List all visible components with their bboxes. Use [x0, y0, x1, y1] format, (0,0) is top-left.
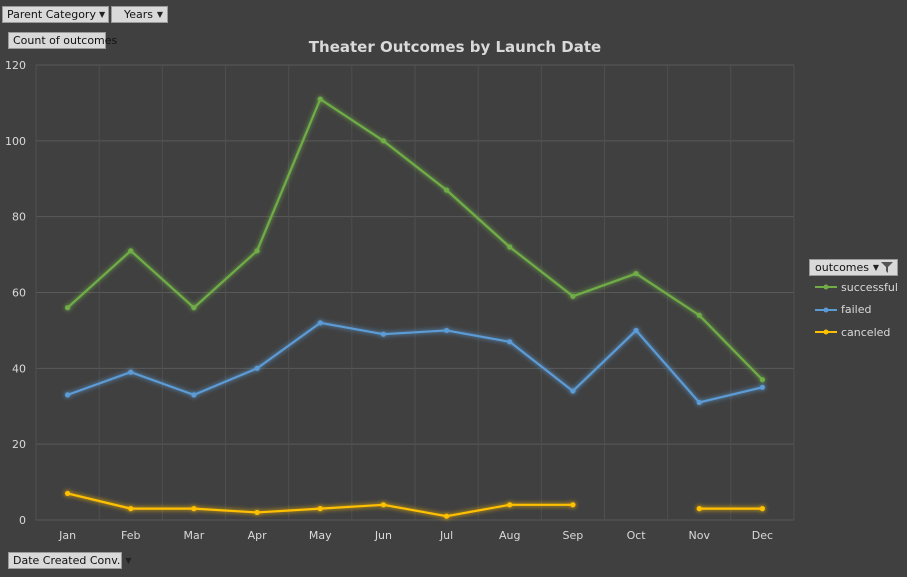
plot-grid: [35, 64, 795, 521]
data-point-canceled[interactable]: [696, 506, 702, 512]
data-point-failed[interactable]: [128, 369, 134, 375]
filter-funnel-icon: [881, 262, 893, 273]
x-tick-label: Mar: [184, 529, 205, 542]
x-tick-label: Feb: [121, 529, 140, 542]
x-tick-label: Jul: [439, 529, 453, 542]
data-point-canceled[interactable]: [507, 502, 513, 508]
date-created-label: Date Created Conv.: [13, 554, 121, 567]
outcomes-legend-filter[interactable]: outcomes ▼: [809, 259, 898, 276]
parent-category-filter[interactable]: Parent Category ▼: [2, 6, 109, 23]
legend-label: successful: [841, 280, 898, 294]
data-point-failed[interactable]: [380, 331, 387, 337]
date-created-field[interactable]: Date Created Conv. ▼: [8, 552, 132, 569]
series-failed: [64, 320, 766, 406]
y-axis-ticks: 0 20 40 60 80 100 120: [5, 59, 26, 527]
series-lines: [64, 96, 766, 519]
data-point-canceled[interactable]: [443, 513, 450, 519]
y-tick-label: 100: [5, 135, 26, 148]
x-tick-label: Nov: [689, 529, 711, 542]
data-point-successful[interactable]: [191, 305, 197, 311]
data-point-failed[interactable]: [759, 384, 766, 390]
series-line-failed: [67, 321, 763, 404]
chevron-down-icon: ▼: [98, 10, 106, 19]
data-point-successful[interactable]: [570, 293, 576, 299]
legend-marker-icon: [815, 307, 837, 312]
data-point-failed[interactable]: [507, 339, 513, 345]
years-label: Years: [124, 8, 154, 21]
years-filter[interactable]: Years ▼: [111, 6, 168, 23]
data-point-failed[interactable]: [191, 392, 197, 398]
parent-category-label: Parent Category: [7, 8, 96, 21]
data-point-canceled[interactable]: [191, 506, 197, 512]
legend-marker-icon: [815, 329, 837, 335]
count-of-outcomes-field[interactable]: Count of outcomes: [8, 32, 117, 49]
data-point-failed[interactable]: [443, 327, 450, 334]
series-line-canceled: [67, 492, 573, 518]
data-point-failed[interactable]: [570, 388, 576, 394]
x-tick-label: Sep: [563, 529, 584, 542]
data-point-successful[interactable]: [254, 248, 260, 254]
y-tick-label: 0: [19, 514, 26, 527]
data-point-canceled[interactable]: [254, 509, 260, 516]
data-point-successful[interactable]: [696, 312, 702, 318]
legend-label: canceled: [841, 325, 891, 339]
x-tick-label: Oct: [627, 529, 647, 542]
count-of-outcomes-label: Count of outcomes: [13, 34, 118, 47]
legend-item-failed[interactable]: failed: [815, 302, 871, 318]
legend-marker-icon: [815, 284, 837, 290]
y-tick-label: 60: [12, 287, 26, 300]
data-point-failed[interactable]: [317, 320, 323, 326]
data-point-successful[interactable]: [317, 96, 323, 102]
series-line-successful: [66, 98, 764, 381]
x-tick-label: May: [309, 529, 332, 542]
legend-label: failed: [841, 303, 872, 316]
data-point-successful[interactable]: [64, 305, 71, 311]
data-point-successful[interactable]: [507, 244, 513, 250]
data-point-successful[interactable]: [633, 270, 639, 277]
data-point-successful[interactable]: [759, 377, 766, 383]
x-tick-label: Aug: [499, 529, 520, 542]
outcomes-label: outcomes: [815, 261, 870, 274]
legend-item-successful[interactable]: successful: [815, 279, 898, 295]
x-tick-label: Jan: [58, 529, 76, 542]
x-tick-label: Dec: [752, 529, 773, 542]
data-point-successful[interactable]: [128, 248, 134, 254]
data-point-canceled[interactable]: [317, 506, 323, 512]
data-point-failed[interactable]: [696, 399, 702, 406]
chevron-down-icon: ▼: [156, 10, 163, 19]
data-point-canceled[interactable]: [380, 502, 387, 508]
y-tick-label: 80: [12, 211, 26, 224]
y-tick-label: 20: [12, 438, 26, 451]
data-point-failed[interactable]: [64, 392, 71, 398]
x-tick-label: Jun: [374, 529, 392, 542]
chevron-down-icon: ▼: [125, 556, 132, 565]
chevron-down-icon: ▼: [872, 263, 879, 272]
data-point-failed[interactable]: [633, 327, 639, 334]
data-point-failed[interactable]: [254, 365, 260, 371]
x-axis-ticks: Jan Feb Mar Apr May Jun Jul Aug Sep Oct Nov Dec: [58, 529, 773, 542]
legend-item-canceled[interactable]: canceled: [815, 324, 890, 340]
y-tick-label: 40: [12, 362, 26, 375]
chart-title: Theater Outcomes by Launch Date: [309, 38, 601, 56]
data-point-successful[interactable]: [443, 187, 450, 193]
series-successful: [64, 96, 766, 383]
data-point-canceled[interactable]: [64, 490, 71, 497]
x-tick-label: Apr: [248, 529, 268, 542]
data-point-successful[interactable]: [380, 138, 387, 144]
series-canceled: [64, 490, 766, 519]
data-point-canceled[interactable]: [759, 506, 766, 512]
data-point-canceled[interactable]: [570, 502, 576, 508]
data-point-canceled[interactable]: [128, 506, 134, 512]
y-tick-label: 120: [5, 59, 26, 72]
